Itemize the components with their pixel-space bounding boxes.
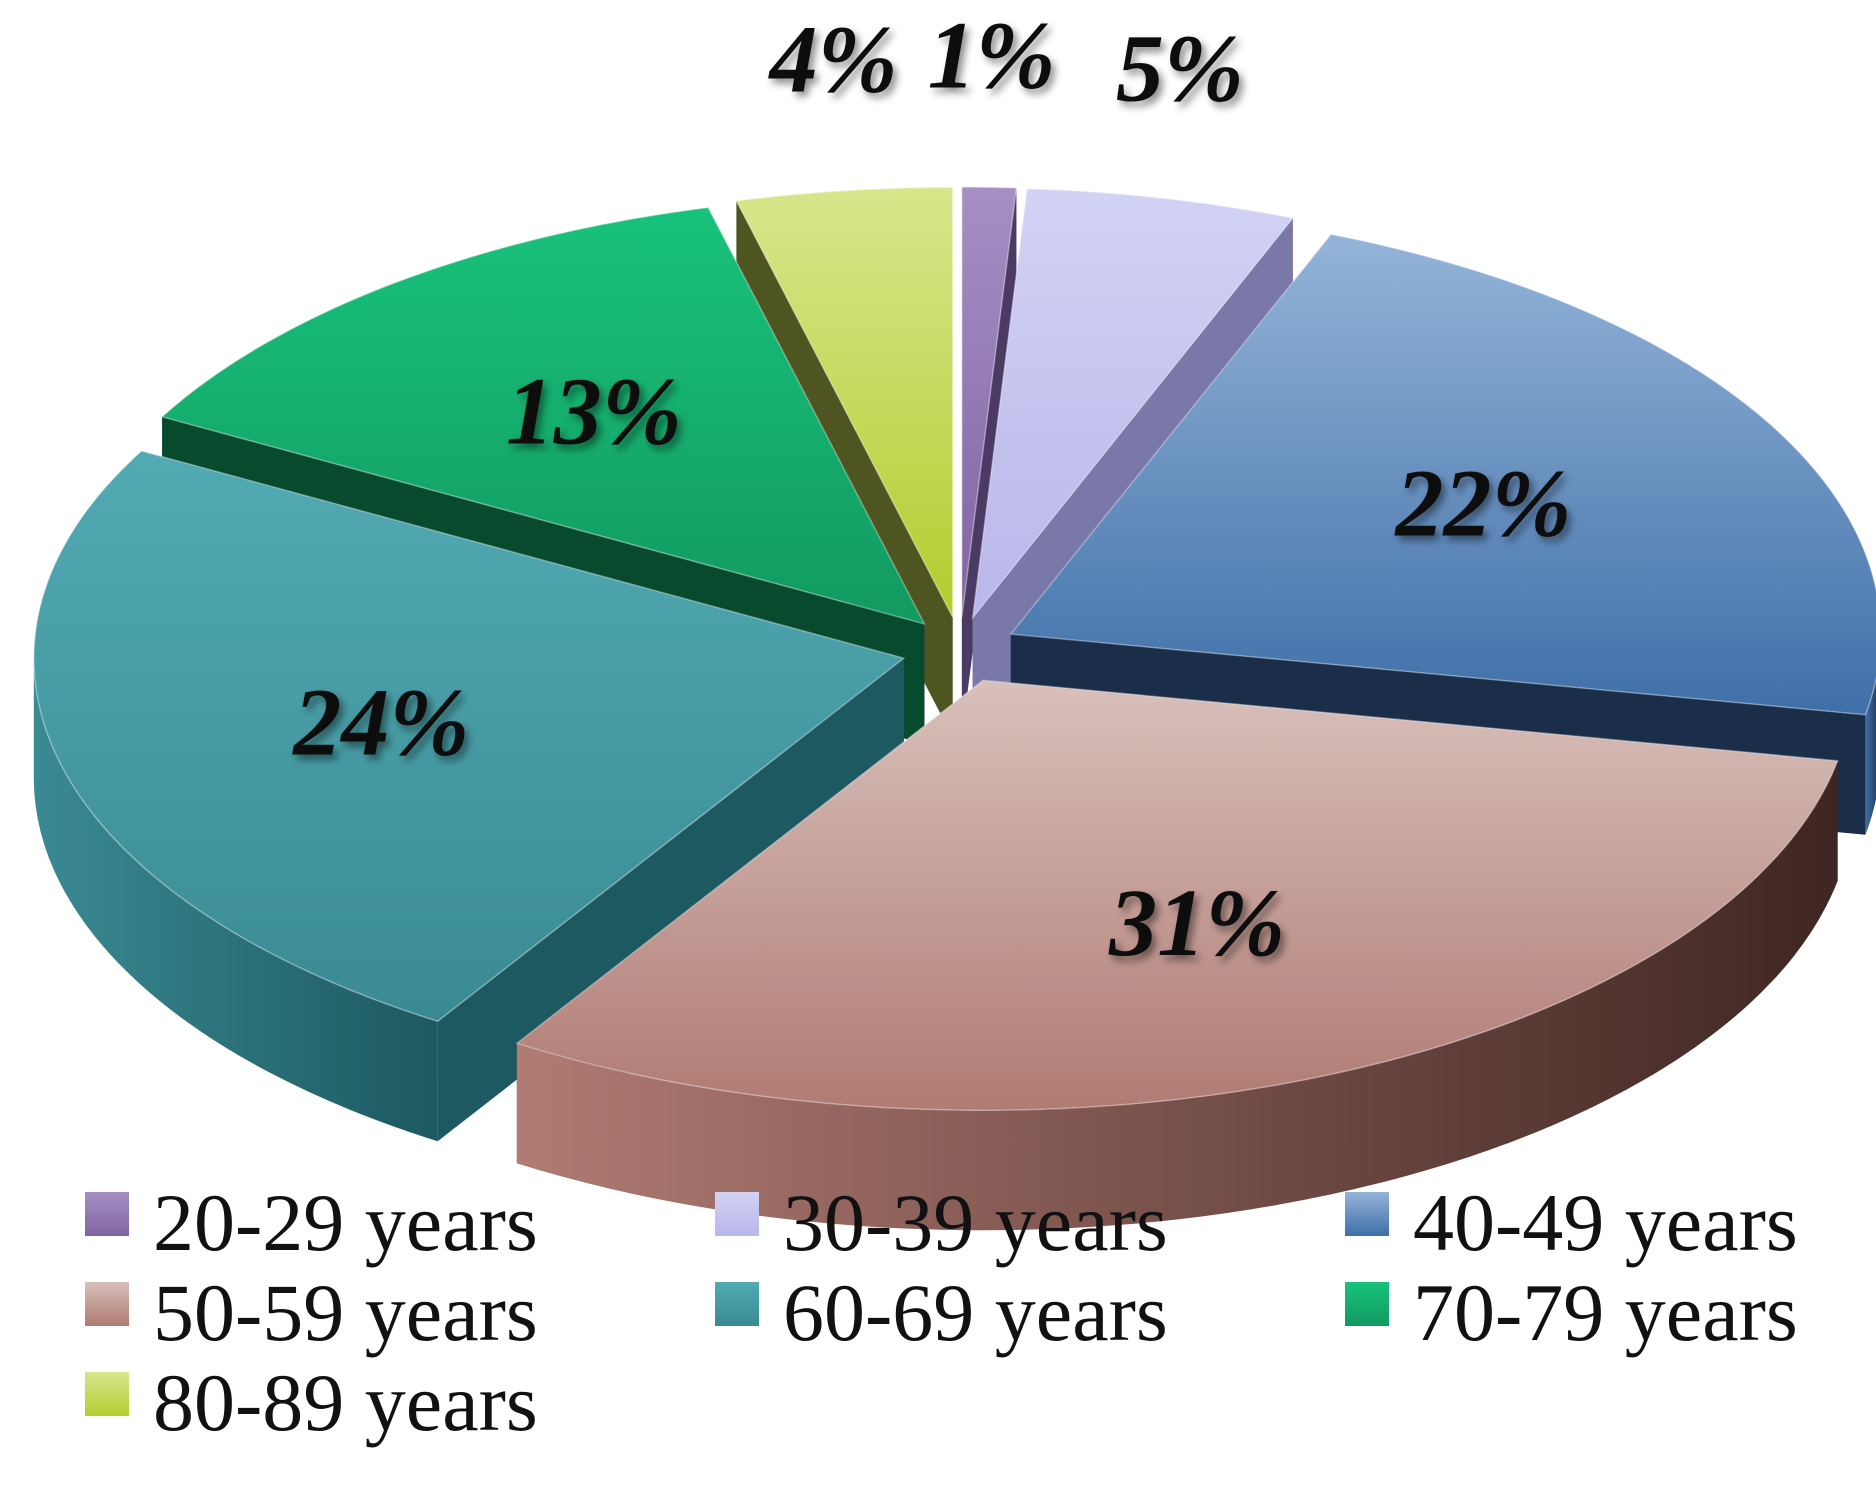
- data-label-70-79-years: 13%: [506, 357, 682, 464]
- legend-item-40-49-years: 40-49 years: [1345, 1177, 1798, 1268]
- slice-60-69-years: [33, 450, 906, 1023]
- legend-swatch: [85, 1372, 129, 1416]
- slice-40-49-years: [1009, 233, 1876, 716]
- legend-label: 70-79 years: [1413, 1267, 1798, 1358]
- legend-label: 20-29 years: [153, 1177, 538, 1268]
- pie-data-labels: 1% 5% 22% 31% 24% 13% 4%: [291, 1, 1571, 976]
- data-label-50-59-years: 31%: [1108, 869, 1285, 976]
- legend-label: 50-59 years: [153, 1267, 538, 1358]
- legend-item-60-69-years: 60-69 years: [715, 1267, 1168, 1358]
- data-label-80-89-years: 4%: [768, 5, 898, 112]
- legend-item-70-79-years: 70-79 years: [1345, 1267, 1798, 1358]
- slice-30-39-years: [971, 187, 1295, 621]
- legend-item-20-29-years: 20-29 years: [85, 1177, 538, 1268]
- legend-label: 30-39 years: [783, 1177, 1168, 1268]
- slice-80-89-years: [735, 186, 954, 618]
- legend-item-80-89-years: 80-89 years: [85, 1357, 538, 1448]
- data-label-30-39-years: 5%: [1116, 15, 1244, 122]
- slice-70-79-years: [160, 206, 926, 626]
- legend-swatch: [1345, 1192, 1389, 1236]
- slice-50-59-years: [515, 679, 1839, 1112]
- legend-label: 80-89 years: [153, 1357, 538, 1448]
- legend-label: 40-49 years: [1413, 1177, 1798, 1268]
- legend-item-50-59-years: 50-59 years: [85, 1267, 538, 1358]
- data-label-40-49-years: 22%: [1394, 450, 1572, 557]
- legend-swatch: [715, 1192, 759, 1236]
- pie-slices: [33, 186, 1876, 1231]
- legend-swatch: [715, 1282, 759, 1326]
- legend-swatch: [85, 1282, 129, 1326]
- legend-swatch: [85, 1192, 129, 1236]
- data-label-60-69-years: 24%: [291, 668, 469, 775]
- legend-item-30-39-years: 30-39 years: [715, 1177, 1168, 1268]
- legend-swatch: [1345, 1282, 1389, 1326]
- legend-label: 60-69 years: [783, 1267, 1168, 1358]
- slice-20-29-years: [961, 186, 1018, 618]
- data-label-20-29-years: 1%: [928, 1, 1056, 108]
- legend: 20-29 years 30-39 years 40-49 years 50-59 y…: [85, 1177, 1798, 1448]
